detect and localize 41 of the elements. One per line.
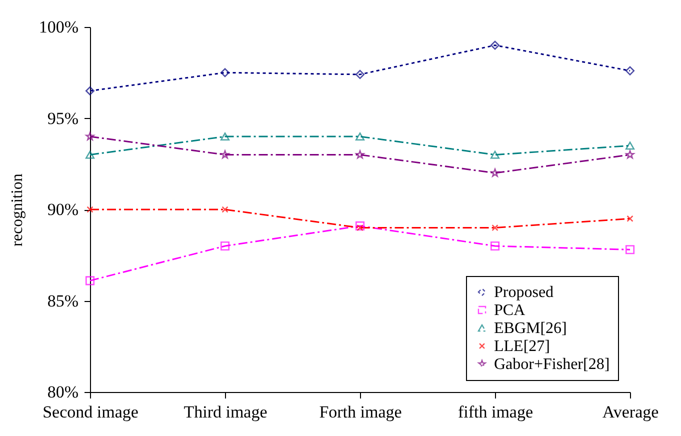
point xyxy=(490,40,500,50)
x-tick-label: fifth image xyxy=(458,402,534,422)
y-axis-title: recognition xyxy=(8,174,26,246)
point xyxy=(625,142,635,150)
y-tick-label: 90% xyxy=(47,200,78,219)
point xyxy=(355,221,365,230)
point xyxy=(356,150,364,159)
point xyxy=(222,206,228,213)
x-tick-label: Forth image xyxy=(319,402,402,422)
y-tick-label: 80% xyxy=(47,382,78,402)
y-tick-label: 95% xyxy=(47,108,78,128)
point xyxy=(220,68,230,78)
legend-label: Gabor+Fisher[28] xyxy=(494,356,610,373)
point xyxy=(86,206,94,213)
point xyxy=(626,150,634,159)
point xyxy=(490,168,500,177)
point xyxy=(220,241,230,251)
x-tick-label: Third image xyxy=(184,402,268,422)
y-tick-label: 100% xyxy=(38,18,78,36)
point xyxy=(625,66,635,76)
point xyxy=(355,132,365,141)
point xyxy=(626,215,634,222)
point xyxy=(85,86,95,96)
point xyxy=(355,70,365,79)
point xyxy=(625,245,635,254)
point xyxy=(220,150,230,159)
point xyxy=(86,132,94,140)
point xyxy=(490,150,500,159)
legend-label: EBGM[26] xyxy=(494,320,567,337)
point xyxy=(356,224,364,232)
point xyxy=(220,132,230,141)
legend-label: Proposed xyxy=(494,284,554,301)
x-tick-label: Average xyxy=(602,402,659,422)
point xyxy=(85,276,95,286)
y-tick-label: 85% xyxy=(47,291,78,310)
point xyxy=(492,224,498,232)
legend-label: PCA xyxy=(494,302,526,319)
point xyxy=(490,241,500,251)
point xyxy=(85,150,95,159)
legend-label: LLE[27] xyxy=(494,338,550,355)
x-tick-label: Second image xyxy=(42,402,138,422)
